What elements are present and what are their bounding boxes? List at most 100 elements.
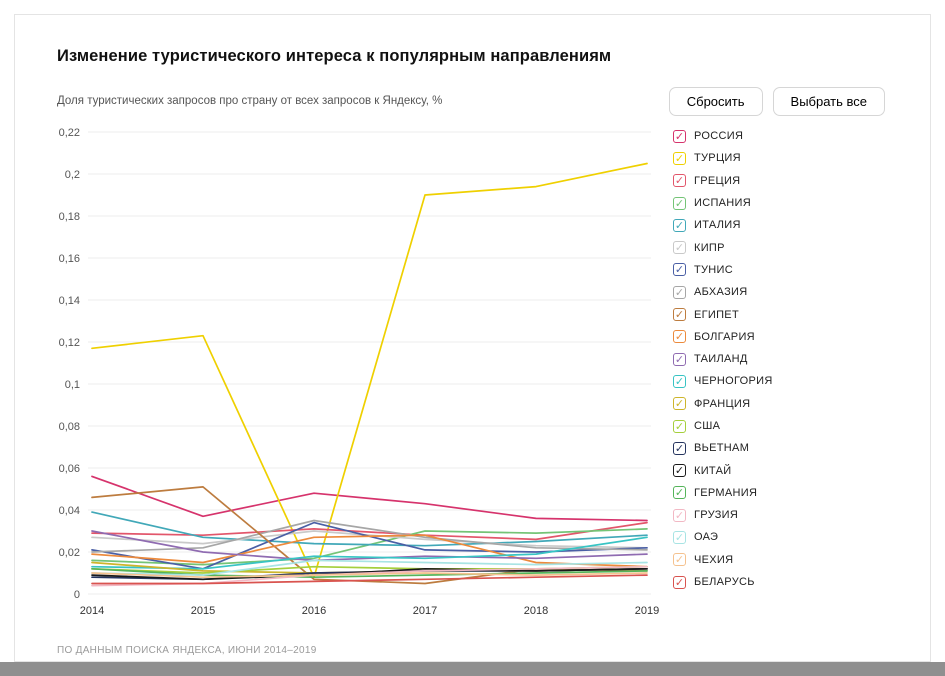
legend-label: ФРАНЦИЯ [694, 397, 751, 410]
subtitle-row: Доля туристических запросов про страну о… [57, 85, 885, 117]
legend-item-ГРЕЦИЯ[interactable]: ✓ ГРЕЦИЯ [673, 170, 903, 192]
y-tick-label: 0,16 [59, 253, 80, 265]
legend-item-ВЬЕТНАМ[interactable]: ✓ ВЬЕТНАМ [673, 437, 903, 459]
checkbox-icon[interactable]: ✓ [673, 553, 686, 567]
checkbox-icon[interactable]: ✓ [673, 508, 686, 522]
checkbox-icon[interactable]: ✓ [673, 575, 686, 589]
legend-label: КИТАЙ [694, 464, 732, 477]
legend-item-ГРУЗИЯ[interactable]: ✓ ГРУЗИЯ [673, 504, 903, 526]
legend-label: ВЬЕТНАМ [694, 442, 750, 455]
legend-label: ОАЭ [694, 531, 719, 544]
page-title: Изменение туристического интереса к попу… [57, 47, 612, 65]
series-line-ТУРЦИЯ [91, 162, 648, 579]
legend-item-ГЕРМАНИЯ[interactable]: ✓ ГЕРМАНИЯ [673, 482, 903, 504]
checkbox-icon[interactable]: ✓ [673, 397, 686, 411]
legend-label: ИСПАНИЯ [694, 197, 751, 210]
y-tick-label: 0,02 [59, 547, 80, 559]
legend-item-ТАИЛАНД[interactable]: ✓ ТАИЛАНД [673, 348, 903, 370]
legend-label: КИПР [694, 241, 725, 254]
y-tick-label: 0,2 [65, 169, 80, 181]
x-tick-label: 2016 [302, 605, 326, 617]
legend-label: РОССИЯ [694, 130, 744, 143]
legend-item-ИСПАНИЯ[interactable]: ✓ ИСПАНИЯ [673, 192, 903, 214]
legend-label: ЧЕРНОГОРИЯ [694, 375, 773, 388]
reset-button[interactable]: Сбросить [668, 86, 763, 116]
checkbox-icon[interactable]: ✓ [673, 419, 686, 433]
select-all-button[interactable]: Выбрать все [772, 86, 885, 116]
series-line-ИТАЛИЯ [91, 511, 648, 547]
series-line-КИТАЙ [91, 567, 648, 581]
y-tick-label: 0,12 [59, 337, 80, 349]
legend-item-КИПР[interactable]: ✓ КИПР [673, 236, 903, 258]
series-line-РОССИЯ [91, 475, 648, 522]
series-line-ТАИЛАНД [91, 530, 648, 562]
legend-item-БОЛГАРИЯ[interactable]: ✓ БОЛГАРИЯ [673, 326, 903, 348]
chart-subtitle: Доля туристических запросов про страну о… [57, 95, 443, 107]
legend-item-ЧЕХИЯ[interactable]: ✓ ЧЕХИЯ [673, 549, 903, 571]
legend-label: ЕГИПЕТ [694, 308, 739, 321]
legend-label: ЧЕХИЯ [694, 553, 734, 566]
legend-label: ИТАЛИЯ [694, 219, 741, 232]
checkbox-icon[interactable]: ✓ [673, 218, 686, 232]
bottom-strip [0, 662, 945, 676]
legend-label: ТАИЛАНД [694, 353, 748, 366]
legend-label: ГРУЗИЯ [694, 509, 739, 522]
legend-label: ТУРЦИЯ [694, 152, 741, 165]
checkbox-icon[interactable]: ✓ [673, 285, 686, 299]
series-line-БОЛГАРИЯ [91, 534, 648, 568]
series-line-ЧЕРНОГОРИЯ [91, 536, 648, 570]
legend-item-ЕГИПЕТ[interactable]: ✓ ЕГИПЕТ [673, 303, 903, 325]
button-group: Сбросить Выбрать все [668, 86, 885, 116]
checkbox-icon[interactable]: ✓ [673, 263, 686, 277]
legend-item-ЧЕРНОГОРИЯ[interactable]: ✓ ЧЕРНОГОРИЯ [673, 370, 903, 392]
x-tick-label: 2019 [635, 605, 659, 617]
chart-card: Изменение туристического интереса к попу… [14, 14, 931, 662]
legend-label: БЕЛАРУСЬ [694, 576, 755, 589]
legend-item-ТУНИС[interactable]: ✓ ТУНИС [673, 259, 903, 281]
legend-label: БОЛГАРИЯ [694, 330, 755, 343]
x-tick-label: 2015 [191, 605, 215, 617]
checkbox-icon[interactable]: ✓ [673, 374, 686, 388]
legend-label: ГЕРМАНИЯ [694, 486, 758, 499]
legend-item-ОАЭ[interactable]: ✓ ОАЭ [673, 526, 903, 548]
y-tick-label: 0,06 [59, 463, 80, 475]
series-line-ГРЕЦИЯ [91, 521, 648, 541]
x-tick-label: 2018 [524, 605, 548, 617]
chart-area: 0 0,02 0,04 0,06 0,08 0,1 0,12 0,14 0,16 0,18 0,2 0… [37, 110, 697, 630]
legend-item-РОССИЯ[interactable]: ✓ РОССИЯ [673, 125, 903, 147]
legend-label: ГРЕЦИЯ [694, 174, 741, 187]
legend-item-КИТАЙ[interactable]: ✓ КИТАЙ [673, 459, 903, 481]
legend-item-ТУРЦИЯ[interactable]: ✓ ТУРЦИЯ [673, 147, 903, 169]
legend-item-США[interactable]: ✓ США [673, 415, 903, 437]
line-chart: 0 0,02 0,04 0,06 0,08 0,1 0,12 0,14 0,16 0,18 0,2 0… [59, 127, 660, 617]
series-line-БЕЛАРУСЬ [91, 574, 648, 585]
checkbox-icon[interactable]: ✓ [673, 151, 686, 165]
series-line-ЧЕХИЯ [91, 572, 648, 579]
checkbox-icon[interactable]: ✓ [673, 308, 686, 322]
source-note: ПО ДАННЫМ ПОИСКА ЯНДЕКСА, ИЮНИ 2014–2019 [57, 645, 317, 656]
checkbox-icon[interactable]: ✓ [673, 196, 686, 210]
checkbox-icon[interactable]: ✓ [673, 352, 686, 366]
checkbox-icon[interactable]: ✓ [673, 441, 686, 455]
checkbox-icon[interactable]: ✓ [673, 241, 686, 255]
y-tick-label: 0,04 [59, 505, 80, 517]
y-tick-label: 0 [74, 589, 80, 601]
checkbox-icon[interactable]: ✓ [673, 464, 686, 478]
checkbox-icon[interactable]: ✓ [673, 486, 686, 500]
y-tick-label: 0,18 [59, 211, 80, 223]
series-line-КИПР [91, 530, 648, 549]
legend: ✓ РОССИЯ ✓ ТУРЦИЯ ✓ ГРЕЦИЯ ✓ ИСПАНИЯ ✓ ИТАЛИЯ ✓ КИП… [673, 125, 903, 593]
x-tick-label: 2017 [413, 605, 437, 617]
y-tick-label: 0,1 [65, 379, 80, 391]
legend-item-ИТАЛИЯ[interactable]: ✓ ИТАЛИЯ [673, 214, 903, 236]
legend-item-ФРАНЦИЯ[interactable]: ✓ ФРАНЦИЯ [673, 393, 903, 415]
legend-item-АБХАЗИЯ[interactable]: ✓ АБХАЗИЯ [673, 281, 903, 303]
checkbox-icon[interactable]: ✓ [673, 330, 686, 344]
checkbox-icon[interactable]: ✓ [673, 530, 686, 544]
x-tick-label: 2014 [80, 605, 104, 617]
legend-label: ТУНИС [694, 263, 734, 276]
legend-label: США [694, 420, 721, 432]
checkbox-icon[interactable]: ✓ [673, 174, 686, 188]
legend-item-БЕЛАРУСЬ[interactable]: ✓ БЕЛАРУСЬ [673, 571, 903, 593]
checkbox-icon[interactable]: ✓ [673, 129, 686, 143]
